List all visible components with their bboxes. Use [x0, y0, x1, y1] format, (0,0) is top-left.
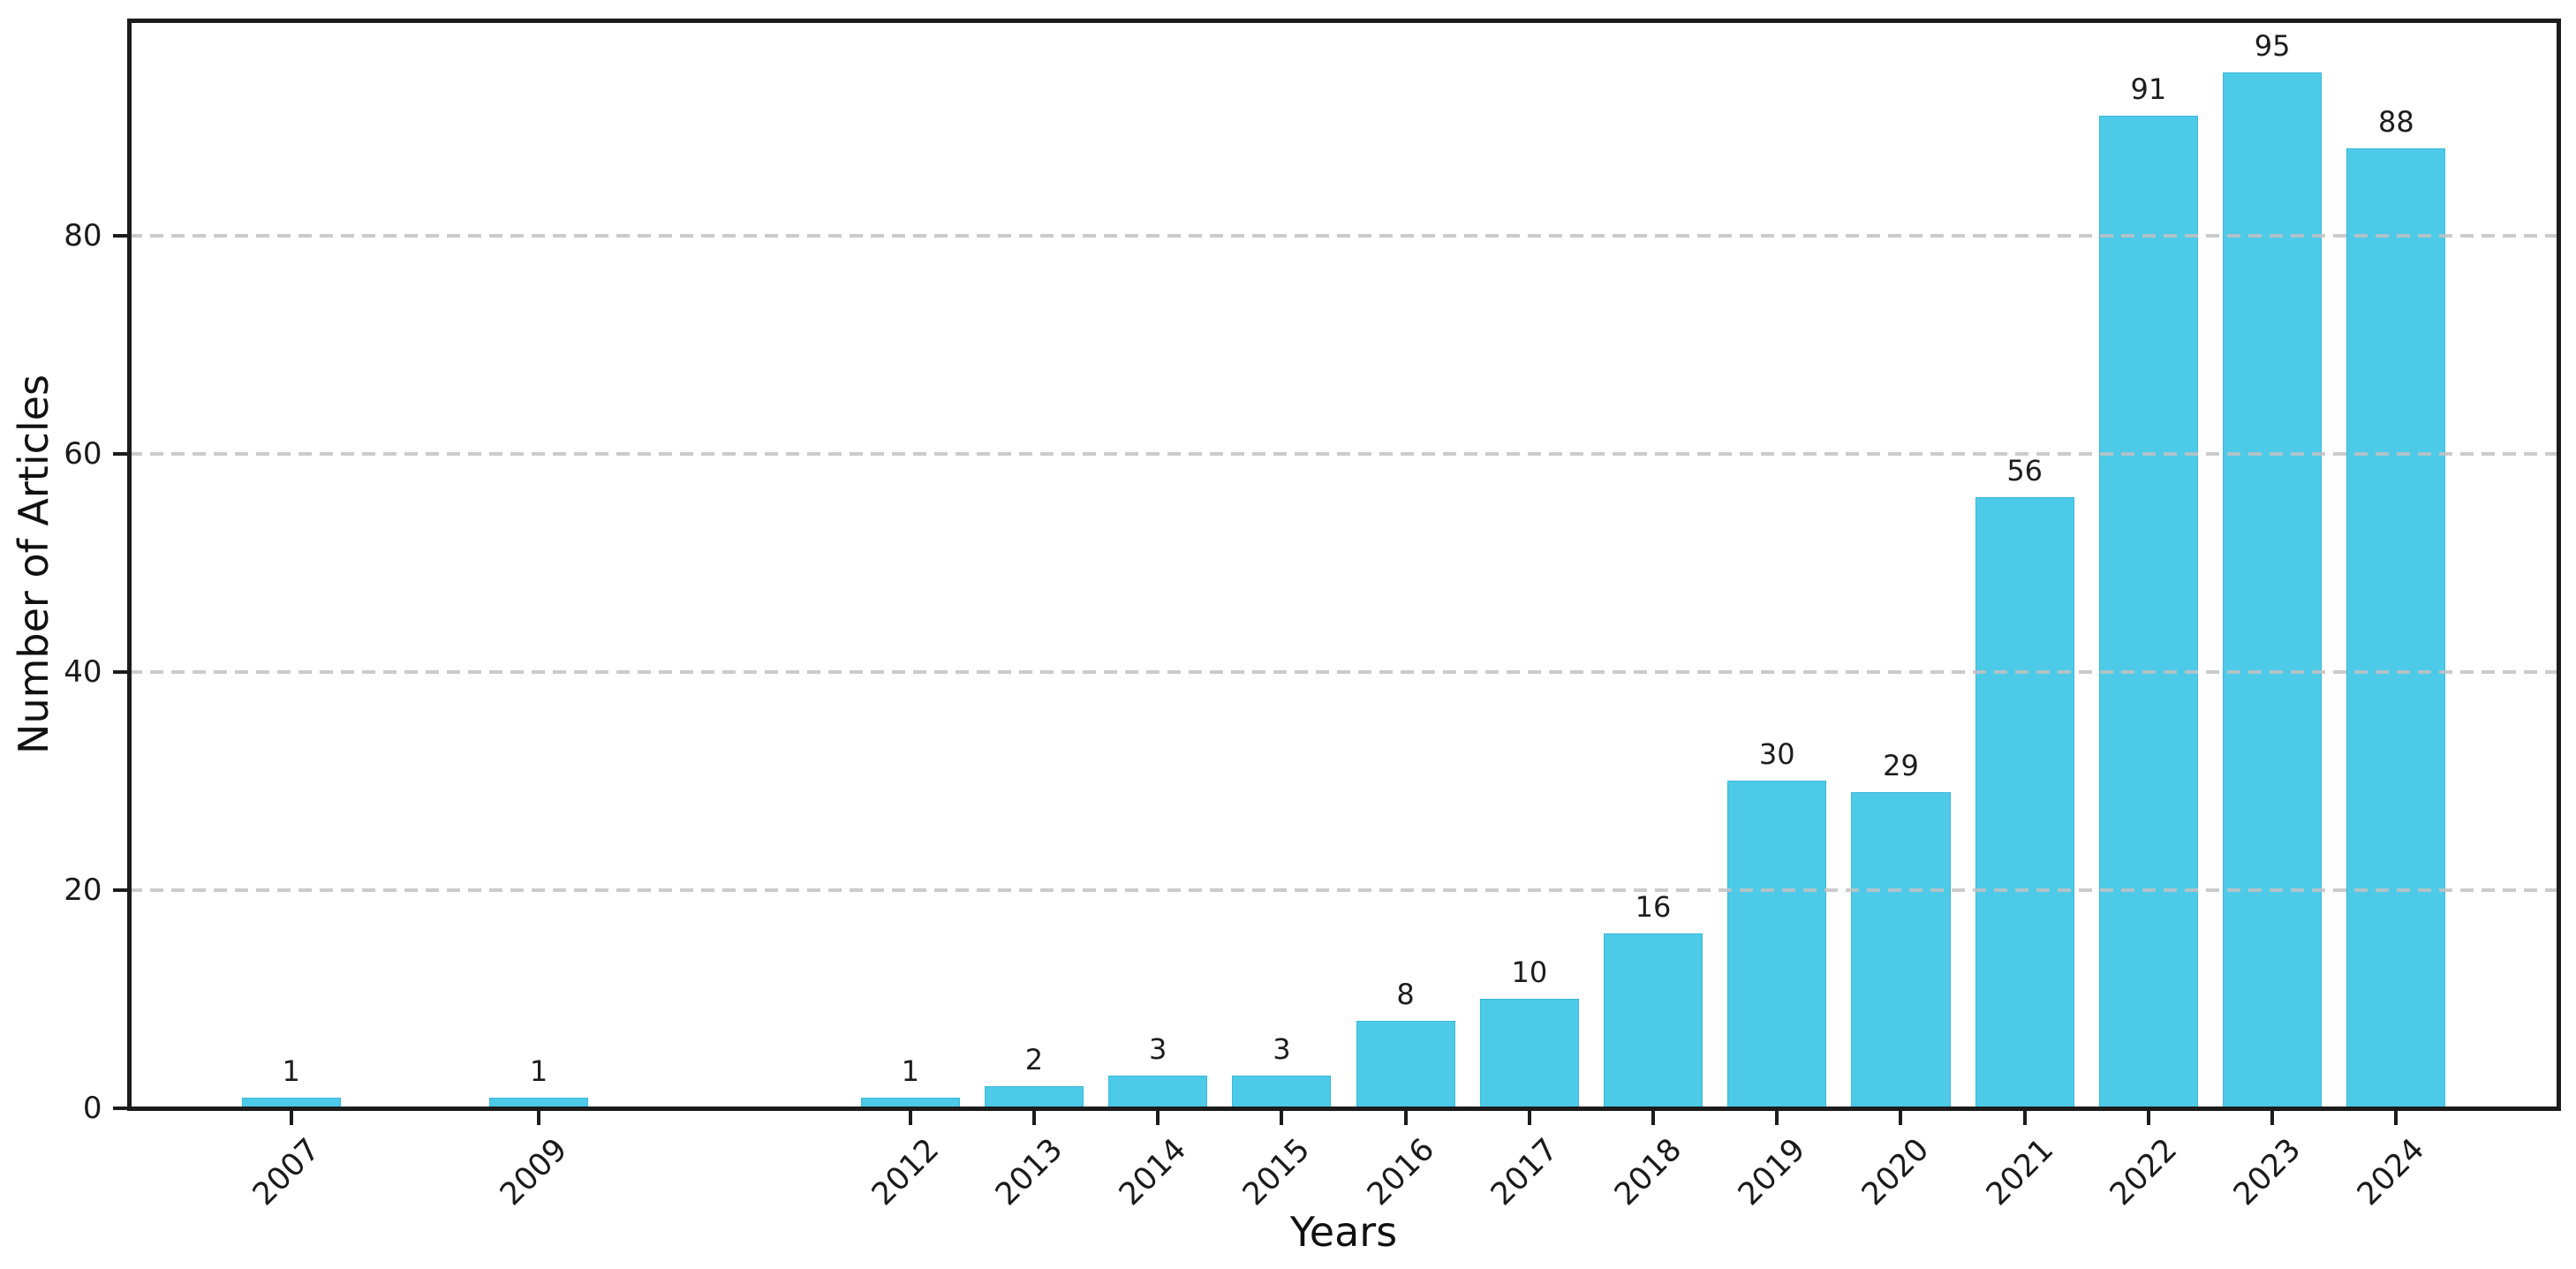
bar-value-label-2012: 1 [901, 1054, 919, 1088]
bar-value-label-2021: 56 [2006, 454, 2043, 488]
y-tick-label-40: 40 [64, 653, 102, 690]
bar-2021 [1975, 497, 2074, 1108]
y-tick-label-80: 80 [64, 217, 102, 253]
bar-value-label-2016: 8 [1396, 978, 1415, 1012]
bar-value-label-2007: 1 [282, 1054, 300, 1088]
bar-value-label-2015: 3 [1273, 1031, 1291, 1066]
bar-2019 [1727, 781, 1827, 1108]
x-tick-label-2007: 2007 [246, 1131, 327, 1212]
bar-value-label-2018: 16 [1635, 890, 1672, 925]
x-tick-2022 [2146, 1110, 2150, 1125]
x-tick-label-2024: 2024 [2351, 1131, 2432, 1212]
bar-2023 [2223, 72, 2323, 1108]
x-tick-label-2013: 2013 [988, 1131, 1070, 1212]
x-tick-2021 [2022, 1110, 2027, 1125]
x-axis-title: Years [1289, 1208, 1398, 1256]
x-tick-2019 [1775, 1110, 1779, 1125]
x-tick-label-2022: 2022 [2103, 1131, 2185, 1212]
y-axis-title: Number of Articles [10, 374, 57, 754]
x-tick-2007 [289, 1110, 293, 1125]
bar-value-label-2020: 29 [1883, 748, 1919, 782]
bar-2017 [1479, 999, 1579, 1108]
x-tick-label-2020: 2020 [1855, 1131, 1937, 1212]
x-tick-label-2009: 2009 [494, 1131, 575, 1212]
bar-value-label-2009: 1 [529, 1054, 548, 1088]
x-tick-2024 [2394, 1110, 2398, 1125]
x-tick-label-2018: 2018 [1607, 1131, 1689, 1212]
x-tick-label-2016: 2016 [1360, 1131, 1441, 1212]
y-tick-label-0: 0 [82, 1091, 102, 1126]
bar-2014 [1108, 1075, 1208, 1108]
bar-2020 [1851, 791, 1951, 1108]
gridline-y-40 [129, 669, 2558, 674]
x-tick-2016 [1403, 1110, 1408, 1125]
bar-value-label-2024: 88 [2377, 105, 2414, 140]
x-tick-label-2019: 2019 [1732, 1131, 1813, 1212]
x-tick-2020 [1899, 1110, 1903, 1125]
bar-2016 [1356, 1021, 1455, 1108]
gridline-y-80 [129, 233, 2558, 238]
y-tick-60 [112, 451, 127, 456]
bar-2022 [2098, 116, 2198, 1108]
x-tick-label-2014: 2014 [1113, 1131, 1194, 1212]
bar-value-label-2022: 91 [2130, 72, 2167, 107]
x-tick-2013 [1031, 1110, 1036, 1125]
y-tick-20 [112, 888, 127, 892]
x-tick-2009 [537, 1110, 541, 1125]
bar-value-label-2013: 2 [1024, 1043, 1044, 1077]
bar-value-label-2014: 3 [1148, 1031, 1167, 1066]
x-tick-label-2012: 2012 [865, 1131, 946, 1212]
x-tick-label-2021: 2021 [1979, 1131, 2060, 1212]
x-tick-label-2023: 2023 [2227, 1131, 2308, 1212]
gridline-y-20 [129, 888, 2558, 892]
bar-2012 [860, 1097, 960, 1108]
x-tick-2015 [1280, 1110, 1284, 1125]
x-tick-label-2015: 2015 [1236, 1131, 1318, 1212]
y-tick-80 [112, 233, 127, 238]
bar-2013 [984, 1086, 1084, 1108]
y-tick-label-60: 60 [64, 435, 102, 472]
bar-value-label-2017: 10 [1511, 956, 1548, 990]
bar-2024 [2346, 148, 2446, 1108]
bar-2009 [489, 1097, 589, 1108]
x-tick-2012 [908, 1110, 912, 1125]
bar-2015 [1232, 1075, 1332, 1108]
bar-2018 [1603, 933, 1703, 1108]
x-tick-2017 [1527, 1110, 1531, 1125]
x-tick-2018 [1651, 1110, 1656, 1125]
y-tick-0 [112, 1107, 127, 1110]
gridline-y-60 [129, 451, 2558, 456]
bar-2007 [241, 1097, 341, 1108]
y-tick-40 [112, 669, 127, 674]
bar-value-label-2019: 30 [1758, 737, 1795, 772]
bar-value-label-2023: 95 [2254, 28, 2291, 63]
x-tick-label-2017: 2017 [1484, 1131, 1565, 1212]
x-tick-2023 [2270, 1110, 2275, 1125]
y-tick-label-20: 20 [64, 872, 102, 908]
x-tick-2014 [1156, 1110, 1160, 1125]
